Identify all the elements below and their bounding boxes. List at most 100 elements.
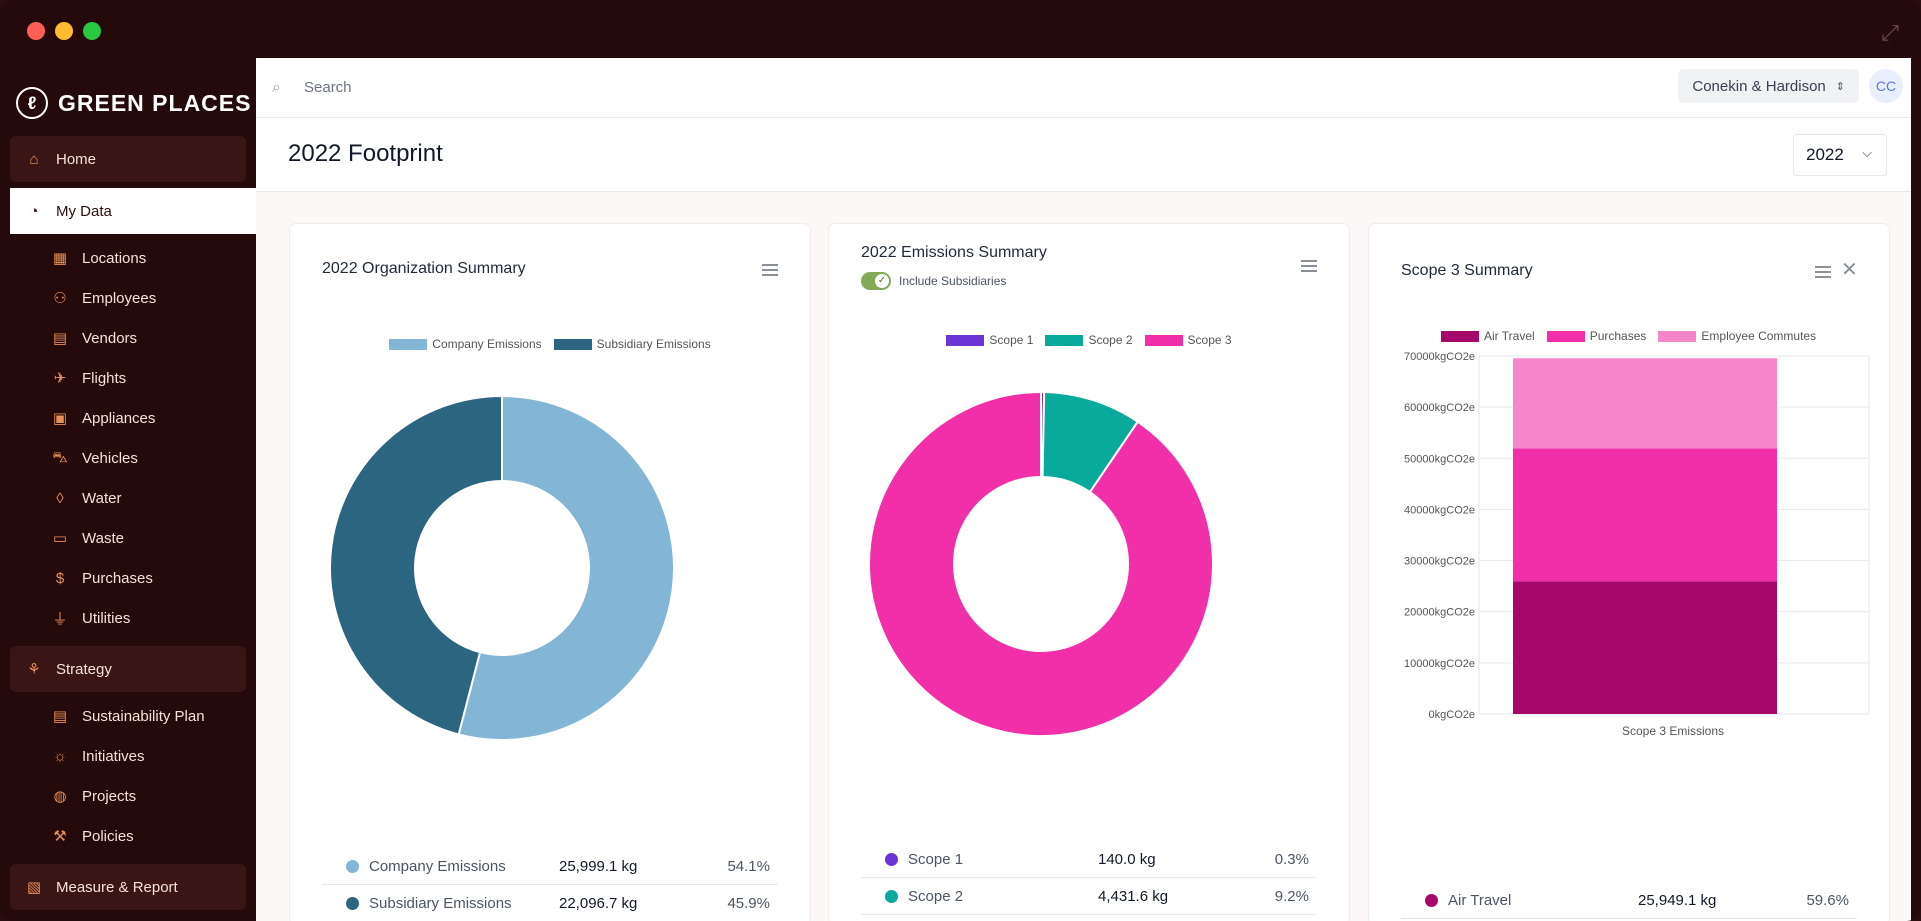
organization-select[interactable]: Conekin & Hardison ⇕ [1678, 69, 1859, 103]
sidebar-item-label: Utilities [82, 609, 131, 627]
row-percent: 54.1% [727, 857, 770, 875]
sidebar: ℓ GREEN PLACES ⌂ Home ◔ My Data ▦ Locations ⚇ E… [0, 58, 256, 921]
legend-item[interactable]: Scope 2 [1045, 333, 1133, 347]
sidebar-section-label: Measure & Report [56, 878, 178, 896]
legend-item[interactable]: Purchases [1546, 329, 1646, 343]
sidebar-item-initiatives[interactable]: ☼ Initiatives [0, 736, 256, 776]
sidebar-item-label: Employees [82, 289, 157, 307]
legend-item[interactable]: Air Travel [1441, 329, 1535, 343]
sidebar-item-label: Appliances [82, 409, 156, 427]
legend-label: Scope 3 [1187, 333, 1232, 347]
store-icon: ▤ [52, 330, 68, 347]
row-name: Air Travel [1448, 891, 1512, 909]
sidebar-item-waste[interactable]: ▭ Waste [0, 518, 256, 558]
globe-icon: ◍ [53, 788, 67, 805]
sidebar-item-label: Vehicles [82, 449, 138, 467]
summary-row: Air Travel 25,949.1 kg 59.6% [1401, 882, 1857, 919]
search-input[interactable] [304, 79, 1404, 96]
page-header: 2022 Footprint 2022 ⌵ [256, 118, 1911, 192]
menu-icon[interactable] [762, 264, 778, 276]
main-content: ⌕ Conekin & Hardison ⇕ CC 2022 Footprint… [256, 58, 1911, 921]
row-value: 4,431.6 kg [1098, 887, 1169, 905]
plug-icon: ⏚ [52, 610, 68, 628]
gavel-icon: ⚒ [53, 828, 67, 845]
legend-item[interactable]: Company Emissions [389, 337, 542, 351]
sprout-icon: ⚘ [27, 661, 41, 678]
y-tick-label: 0kgCO2e [1429, 709, 1475, 721]
minimize-window-button[interactable] [55, 22, 73, 40]
year-select-value: 2022 [1806, 145, 1844, 164]
legend-item[interactable]: Subsidiary Emissions [553, 337, 711, 351]
row-value: 25,999.1 kg [559, 857, 638, 875]
sidebar-section-measure-report[interactable]: ▧ Measure & Report [10, 864, 246, 910]
sidebar-item-water[interactable]: ◊ Water [0, 478, 256, 518]
summary-row: Scope 343,524.3 kg90.5% [861, 915, 1317, 921]
document-icon: ▤ [52, 708, 68, 725]
sidebar-item-purchases[interactable]: $ Purchases [0, 558, 256, 598]
waste-icon: ▭ [52, 530, 68, 547]
expand-icon[interactable]: ⤢ [1881, 20, 1899, 45]
zoom-window-button[interactable] [83, 22, 101, 40]
close-window-button[interactable] [27, 22, 45, 40]
legend-swatch [389, 338, 428, 350]
year-select[interactable]: 2022 ⌵ [1793, 134, 1887, 176]
legend-item[interactable]: Employee Commutes [1658, 329, 1816, 343]
sidebar-item-label: Initiatives [82, 747, 145, 765]
row-value: 25,949.1 kg [1638, 891, 1717, 909]
report-icon: ▧ [26, 879, 42, 896]
lightbulb-icon: ☼ [53, 747, 67, 765]
sidebar-section-my-data[interactable]: ◔ My Data [10, 188, 256, 234]
brand-logo[interactable]: ℓ GREEN PLACES [0, 58, 256, 128]
close-icon[interactable]: ✕ [1841, 259, 1858, 281]
emissions-summary-title: 2022 Emissions Summary [861, 244, 1047, 261]
row-percent: 9.2% [1274, 887, 1309, 905]
legend-label: Employee Commutes [1701, 329, 1817, 343]
sidebar-item-vehicles[interactable]: ⛍ Vehicles [0, 438, 256, 478]
sidebar-item-label: Purchases [82, 569, 153, 587]
emissions-donut-chart [868, 390, 1214, 737]
sidebar-section-label: Strategy [56, 660, 112, 678]
row-percent: 0.3% [1274, 850, 1309, 868]
organization-name: Conekin & Hardison [1692, 77, 1826, 95]
legend-item[interactable]: Scope 1 [946, 333, 1033, 347]
menu-icon[interactable] [1301, 260, 1317, 272]
legend-item[interactable]: Scope 3 [1144, 333, 1232, 347]
user-avatar[interactable]: CC [1869, 69, 1903, 103]
donut-slice-subsidiary-emissions [329, 394, 503, 736]
legend-dot [1425, 893, 1438, 907]
appliance-icon: ▣ [52, 410, 68, 427]
menu-icon[interactable] [1815, 266, 1831, 278]
sidebar-item-vendors[interactable]: ▤ Vendors [0, 318, 256, 358]
row-percent: 45.9% [727, 895, 770, 912]
sidebar-section-home[interactable]: ⌂ Home [10, 136, 246, 182]
sidebar-section-strategy[interactable]: ⚘ Strategy [10, 646, 246, 692]
page-title: 2022 Footprint [288, 140, 443, 167]
row-name: Scope 2 [908, 887, 964, 905]
home-icon: ⌂ [29, 150, 39, 168]
sidebar-item-label: Locations [82, 249, 147, 267]
toggle-label: Include Subsidiaries [899, 274, 1007, 288]
sidebar-item-projects[interactable]: ◍ Projects [0, 776, 256, 816]
legend-swatch [1144, 334, 1183, 346]
toggle-switch[interactable]: ✓ [861, 272, 891, 290]
sidebar-item-policies[interactable]: ⚒ Policies [0, 816, 256, 856]
chevron-down-icon: ⌵ [1862, 145, 1872, 160]
emissions-summary-card: 2022 Emissions Summary ✓ Include Subsidi… [829, 224, 1349, 921]
users-icon: ⚇ [53, 290, 67, 307]
org-chart-legend: Company Emissions Subsidiary Emissions [290, 337, 810, 351]
sidebar-item-utilities[interactable]: ⏚ Utilities [0, 598, 256, 638]
row-name: Subsidiary Emissions [369, 895, 512, 912]
sidebar-item-flights[interactable]: ✈ Flights [0, 358, 256, 398]
include-subsidiaries-toggle[interactable]: ✓ Include Subsidiaries [861, 272, 1006, 290]
sidebar-item-locations[interactable]: ▦ Locations [0, 238, 256, 278]
legend-dot [346, 897, 359, 910]
sidebar-item-sustainability-plan[interactable]: ▤ Sustainability Plan [0, 696, 256, 736]
y-tick-label: 10000kgCO2e [1404, 658, 1475, 670]
org-summary-card: 2022 Organization Summary Company Emissi… [290, 224, 810, 921]
sidebar-item-employees[interactable]: ⚇ Employees [0, 278, 256, 318]
y-tick-label: 70000kgCO2e [1404, 351, 1475, 363]
bar-segment-air-travel [1513, 581, 1777, 714]
sidebar-item-appliances[interactable]: ▣ Appliances [0, 398, 256, 438]
